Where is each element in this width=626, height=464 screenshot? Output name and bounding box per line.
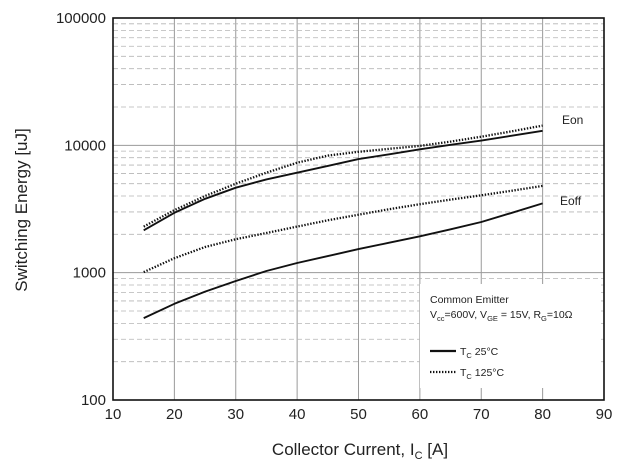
tick-labels: 10 20 30 40 50 60 70 80 90 100 1000 10000 100000 [56,10,612,423]
legend-entry-125c: TC 125°C [460,367,504,381]
eon-series-label: Eon [562,113,583,127]
eoff-series-label: Eoff [560,194,582,208]
y-tick-label: 1000 [73,265,106,282]
y-tick-label: 100000 [56,10,106,27]
eoff-125c-line [143,184,543,274]
x-tick-label: 20 [166,406,183,423]
x-tick-label: 90 [596,406,613,423]
grid [113,18,604,400]
legend-entry-25c: TC 25°C [460,346,499,360]
x-tick-label: 80 [534,406,551,423]
eoff-25c-line [143,202,543,319]
legend-conditions: Vcc=600V, VGE = 15V, RG=10Ω [430,309,573,323]
y-axis-label: Switching Energy [uJ] [12,128,31,291]
x-axis-label: Collector Current, IC [A] [272,440,448,462]
x-tick-label: 70 [473,406,490,423]
legend-box: Common Emitter Vcc=600V, VGE = 15V, RG=1… [420,284,600,388]
x-tick-label: 50 [350,406,367,423]
y-tick-label: 100 [81,392,106,409]
legend-background [420,284,600,388]
eon-25c-line [143,129,543,232]
x-tick-label: 10 [105,406,122,423]
y-tick-label: 10000 [64,137,106,154]
plot-frame [112,17,605,401]
x-tick-label: 30 [227,406,244,423]
eon-125c-line [143,124,543,228]
legend-title: Common Emitter [430,294,509,306]
series-group [143,124,543,319]
x-tick-label: 60 [412,406,429,423]
x-tick-label: 40 [289,406,306,423]
